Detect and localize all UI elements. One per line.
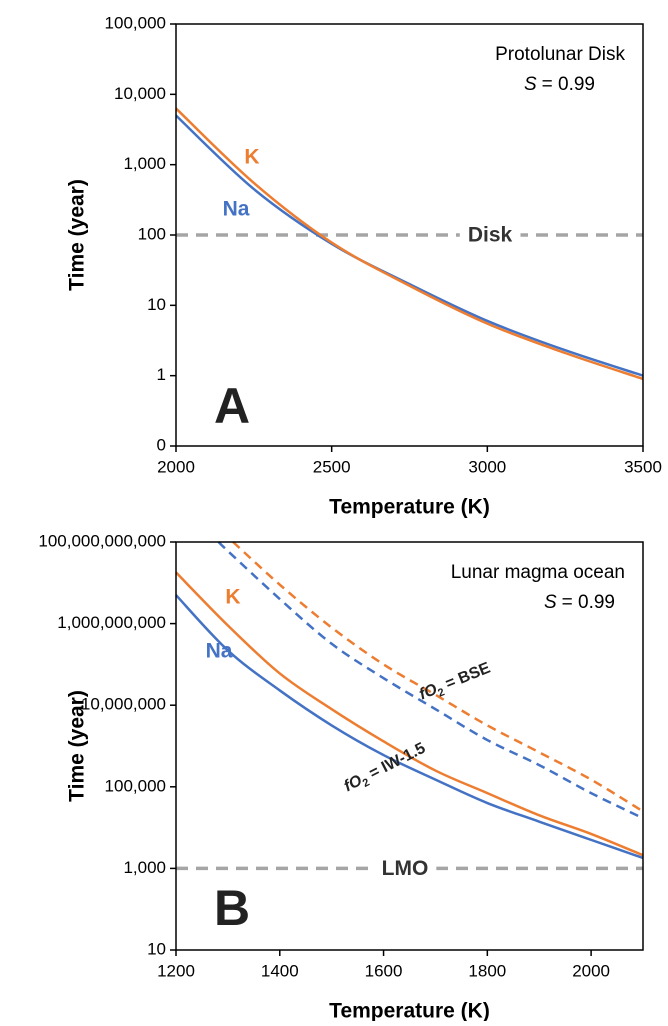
annotation-symbol: S [544, 592, 557, 613]
x-tick-label: 1200 [157, 961, 195, 980]
curve-label-subscript: 2 [361, 776, 372, 789]
annotation: S = 0.99 [544, 592, 615, 613]
reference-label: LMO [382, 857, 429, 880]
y-tick-label: 10,000 [114, 84, 166, 103]
reference-label: Disk [468, 224, 513, 247]
series-line [175, 114, 644, 377]
x-tick-label: 3000 [468, 457, 506, 476]
y-tick-label: 1,000 [123, 154, 166, 173]
x-tick-label: 2000 [572, 961, 610, 980]
y-tick-label: 100,000 [105, 776, 166, 795]
y-tick-label: 10 [147, 295, 166, 314]
y-tick-label: 0 [157, 435, 166, 454]
curve-label-text: fO [341, 772, 365, 795]
x-tick-label: 1600 [365, 961, 403, 980]
y-axis-title: Time (year) [66, 179, 89, 291]
series-line [175, 571, 644, 857]
x-tick-label: 1400 [261, 961, 299, 980]
annotation: Protolunar Disk [495, 44, 625, 65]
series-label: K [225, 586, 240, 609]
series-line [232, 541, 644, 813]
annotation-value: = 0.99 [562, 592, 615, 613]
reference-label-bg [373, 856, 437, 880]
plot-frame [175, 23, 644, 447]
annotation-value: = 0.99 [542, 74, 595, 95]
y-tick-label: 1,000,000,000 [57, 613, 166, 632]
series-line [175, 594, 644, 860]
y-tick-label: 100 [138, 224, 166, 243]
y-tick-label: 100,000,000,000 [38, 531, 166, 550]
x-tick-label: 2500 [313, 457, 351, 476]
x-tick-label: 1800 [468, 961, 506, 980]
y-tick-label: 100,000 [105, 13, 166, 32]
x-tick-label: 2000 [157, 457, 195, 476]
annotation: S = 0.99 [524, 74, 595, 95]
panel-label: B [214, 880, 250, 936]
series-label: K [244, 146, 259, 169]
annotation-symbol: S [524, 74, 537, 95]
curve-label-text: fO [417, 681, 440, 704]
x-tick-label: 3500 [624, 457, 662, 476]
x-axis-title: Temperature (K) [329, 1000, 490, 1021]
annotation: Lunar magma ocean [451, 562, 625, 583]
series-label: Na [206, 640, 233, 663]
y-tick-label: 1 [157, 365, 166, 384]
series-label: Na [223, 198, 250, 221]
reference-label-bg [459, 223, 521, 247]
curve-label-suffix: = BSE [439, 660, 493, 695]
curve-label: fO2 = IW-1.5 [341, 740, 429, 798]
panel-label: A [214, 378, 250, 434]
y-tick-label: 10,000,000 [81, 695, 166, 714]
series-line [175, 107, 644, 381]
plot-frame [175, 541, 644, 951]
curve-label: fO2 = BSE [417, 660, 494, 706]
x-axis-title: Temperature (K) [329, 496, 490, 519]
y-axis-title: Time (year) [66, 690, 89, 802]
curve-label-subscript: 2 [436, 686, 446, 699]
y-tick-label: 1,000 [123, 858, 166, 877]
y-tick-label: 10 [147, 939, 166, 958]
